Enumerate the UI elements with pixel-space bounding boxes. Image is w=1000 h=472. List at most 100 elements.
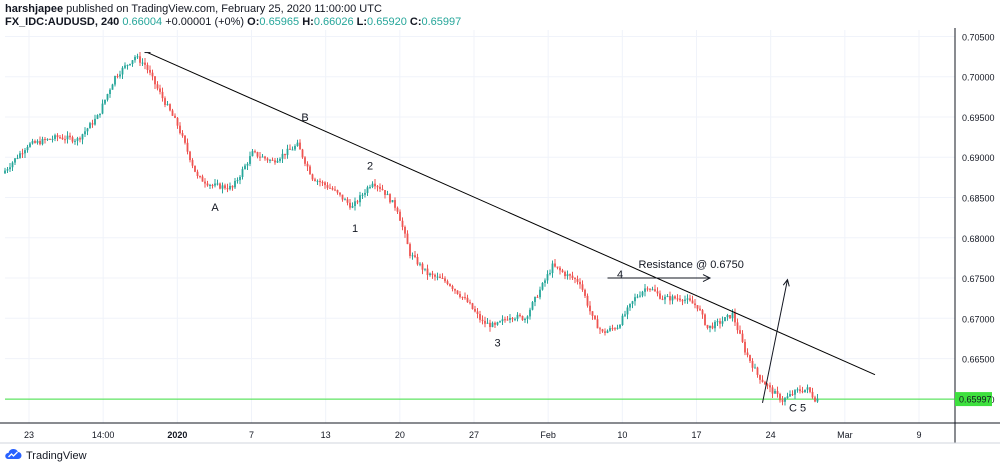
candle-body [206, 183, 209, 186]
candle-body [801, 391, 804, 393]
candle-body [44, 138, 46, 140]
candle-body [31, 141, 34, 144]
descending-trendline[interactable] [147, 52, 876, 376]
candle-body [549, 273, 551, 275]
candle-body [396, 207, 399, 212]
candle-body [759, 374, 761, 380]
candle-body [556, 266, 559, 268]
candle-body [81, 134, 84, 140]
candle-body [149, 69, 151, 73]
candle-body [276, 160, 279, 163]
candle-body [9, 167, 11, 170]
candle-body [696, 305, 699, 309]
candle-body [101, 103, 104, 114]
symbol-name[interactable]: FX_IDC:AUDUSD, 240 [5, 16, 120, 28]
candle-body [246, 163, 249, 166]
candle-body [349, 202, 351, 208]
candle-body [306, 163, 309, 167]
candle-body [269, 159, 271, 161]
candle-body [701, 310, 704, 315]
candle-body [169, 104, 171, 111]
y-tick-label: 0.70500 [962, 32, 995, 42]
x-tick-label: 27 [469, 430, 479, 440]
candle-body [211, 184, 214, 186]
candle-body [299, 142, 301, 150]
y-tick-label: 0.67500 [962, 274, 995, 284]
y-tick-label: 0.68000 [962, 234, 995, 244]
candle-body [479, 313, 481, 320]
candle-body [319, 180, 321, 183]
candle-body [341, 194, 344, 200]
close-value: 0.65997 [421, 16, 462, 28]
candle-body [716, 321, 719, 323]
candle-body [654, 289, 656, 292]
candle-body [99, 113, 101, 116]
candle-body [39, 140, 41, 145]
candle-body [584, 289, 586, 296]
candle-body [729, 315, 731, 319]
candle-body [441, 277, 444, 279]
candle-body [251, 151, 254, 157]
candle-body [531, 302, 534, 310]
candle-body [566, 274, 569, 277]
candle-body [606, 330, 609, 333]
candle-body [346, 199, 349, 203]
high-label: H: [302, 16, 314, 28]
candle-body [554, 263, 556, 267]
candle-body [751, 360, 754, 368]
candle-body [411, 255, 414, 257]
candle-body [14, 158, 16, 163]
candle-body [376, 186, 379, 188]
candle-body [196, 171, 199, 177]
last-price: 0.66004 [122, 16, 163, 28]
candle-body [134, 56, 136, 61]
candle-body [126, 64, 129, 66]
candle-body [309, 166, 311, 175]
candle-body [264, 156, 266, 159]
candle-body [151, 72, 154, 77]
candle-body [41, 138, 44, 145]
candle-body [71, 137, 74, 142]
candle-body [646, 288, 649, 290]
projection-arrow[interactable] [762, 279, 788, 403]
candle-body [511, 317, 514, 320]
candle-body [279, 158, 281, 161]
candle-body [249, 156, 251, 164]
candle-body [89, 123, 91, 129]
candle-body [731, 312, 734, 319]
candle-body [281, 153, 284, 159]
candle-body [416, 256, 419, 265]
tradingview-branding[interactable]: TradingView [4, 447, 87, 465]
candle-body [624, 314, 626, 316]
author-name[interactable]: harshjapee [5, 3, 64, 15]
candle-body [776, 390, 779, 394]
candle-body [569, 274, 571, 276]
candle-body [109, 89, 111, 95]
candle-body [424, 268, 426, 270]
candle-body [761, 379, 764, 382]
candle-body [409, 244, 411, 256]
wave-label: 3 [494, 337, 500, 349]
candle-body [154, 76, 156, 85]
candle-body [76, 138, 79, 141]
candle-body [506, 319, 509, 321]
candle-body [6, 169, 9, 171]
candle-body [359, 195, 361, 203]
candle-body [561, 270, 564, 273]
candle-body [236, 180, 239, 182]
candle-body [804, 389, 806, 393]
tradingview-label: TradingView [26, 450, 87, 462]
candle-body [456, 290, 459, 294]
candle-body [724, 317, 726, 322]
plot-background [5, 30, 955, 423]
candle-body [179, 125, 181, 134]
candle-body [331, 188, 334, 190]
open-value: 0.65965 [259, 16, 300, 28]
x-tick-label: 9 [916, 430, 921, 440]
x-tick-label: 20 [395, 430, 405, 440]
candle-body [539, 289, 541, 298]
candle-body [176, 117, 179, 126]
candle-body [451, 286, 454, 289]
